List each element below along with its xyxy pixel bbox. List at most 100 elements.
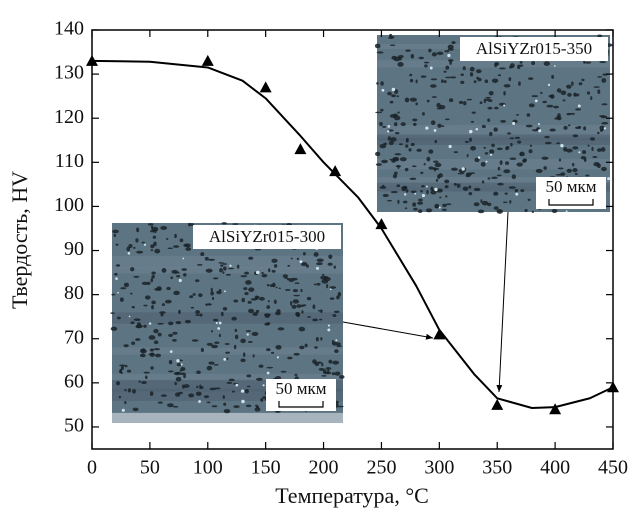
grain	[188, 393, 194, 397]
grain	[485, 99, 490, 101]
grain	[168, 370, 174, 372]
grain	[469, 138, 472, 142]
speck	[176, 359, 179, 362]
grain	[563, 126, 567, 130]
grain	[248, 309, 254, 313]
grain	[154, 249, 160, 254]
grain	[324, 277, 331, 281]
grain	[173, 406, 178, 408]
grain	[504, 84, 511, 87]
grain	[256, 296, 259, 298]
grain	[405, 49, 410, 51]
grain	[437, 108, 442, 110]
grain	[189, 295, 193, 298]
grain	[383, 143, 387, 145]
speck	[122, 409, 125, 412]
grain	[162, 268, 167, 273]
grain	[601, 103, 607, 105]
grain	[205, 303, 207, 306]
grain	[168, 247, 173, 249]
y-tick-label: 90	[64, 238, 84, 260]
grain	[228, 268, 234, 270]
grain	[332, 361, 339, 365]
grain	[516, 114, 519, 116]
grain	[601, 167, 607, 171]
speck	[490, 154, 492, 156]
grain	[542, 101, 546, 103]
grain	[439, 197, 442, 199]
data-point	[491, 399, 503, 410]
grain	[316, 283, 320, 286]
grain	[168, 334, 173, 337]
grain	[206, 269, 213, 273]
grain	[321, 375, 326, 377]
grain	[305, 344, 308, 348]
grain	[191, 307, 195, 309]
grain	[558, 168, 564, 170]
grain	[223, 266, 227, 270]
grain	[498, 74, 501, 76]
grain	[204, 395, 209, 398]
grain	[161, 394, 167, 396]
grain	[500, 160, 503, 165]
grain	[307, 316, 311, 318]
grain	[150, 278, 153, 282]
grain	[172, 332, 177, 335]
grain	[489, 132, 492, 136]
grain	[268, 268, 270, 272]
data-point	[260, 81, 272, 92]
grain	[153, 329, 158, 333]
grain	[151, 301, 156, 305]
grain	[299, 346, 304, 350]
grain	[314, 284, 317, 286]
grain	[466, 174, 471, 177]
grain	[150, 353, 155, 357]
grain	[451, 41, 455, 44]
grain	[463, 101, 466, 105]
grain	[172, 339, 177, 342]
inset-label: AlSiYZr015-350	[476, 39, 592, 58]
grain	[467, 154, 469, 157]
grain	[503, 91, 505, 95]
micrograph-band	[112, 312, 343, 323]
speck	[578, 151, 580, 153]
speck	[182, 258, 184, 260]
grain	[520, 189, 524, 192]
grain	[174, 382, 177, 385]
grain	[207, 366, 213, 371]
grain	[390, 44, 396, 46]
grain	[151, 271, 155, 274]
grain	[470, 146, 476, 151]
grain	[174, 234, 177, 238]
grain	[549, 129, 555, 132]
grain	[222, 271, 224, 274]
grain	[211, 330, 213, 332]
grain	[476, 69, 482, 73]
grain	[253, 354, 255, 357]
grain	[150, 391, 153, 396]
grain	[271, 259, 277, 263]
grain	[245, 280, 252, 285]
grain	[150, 366, 153, 369]
grain	[334, 349, 338, 353]
grain	[139, 380, 141, 382]
grain	[441, 79, 444, 83]
speck	[149, 322, 151, 324]
grain	[145, 375, 148, 379]
grain	[410, 190, 416, 193]
grain	[327, 369, 329, 373]
grain	[149, 335, 156, 340]
grain	[339, 375, 345, 379]
grain	[388, 37, 394, 39]
grain	[515, 189, 519, 192]
grain	[420, 190, 423, 193]
grain	[243, 352, 245, 357]
grain	[332, 340, 334, 344]
grain	[131, 342, 135, 345]
grain	[388, 136, 391, 141]
grain	[137, 322, 141, 325]
grain	[175, 372, 180, 374]
grain	[470, 172, 475, 174]
grain	[231, 317, 237, 321]
speck	[607, 177, 610, 180]
